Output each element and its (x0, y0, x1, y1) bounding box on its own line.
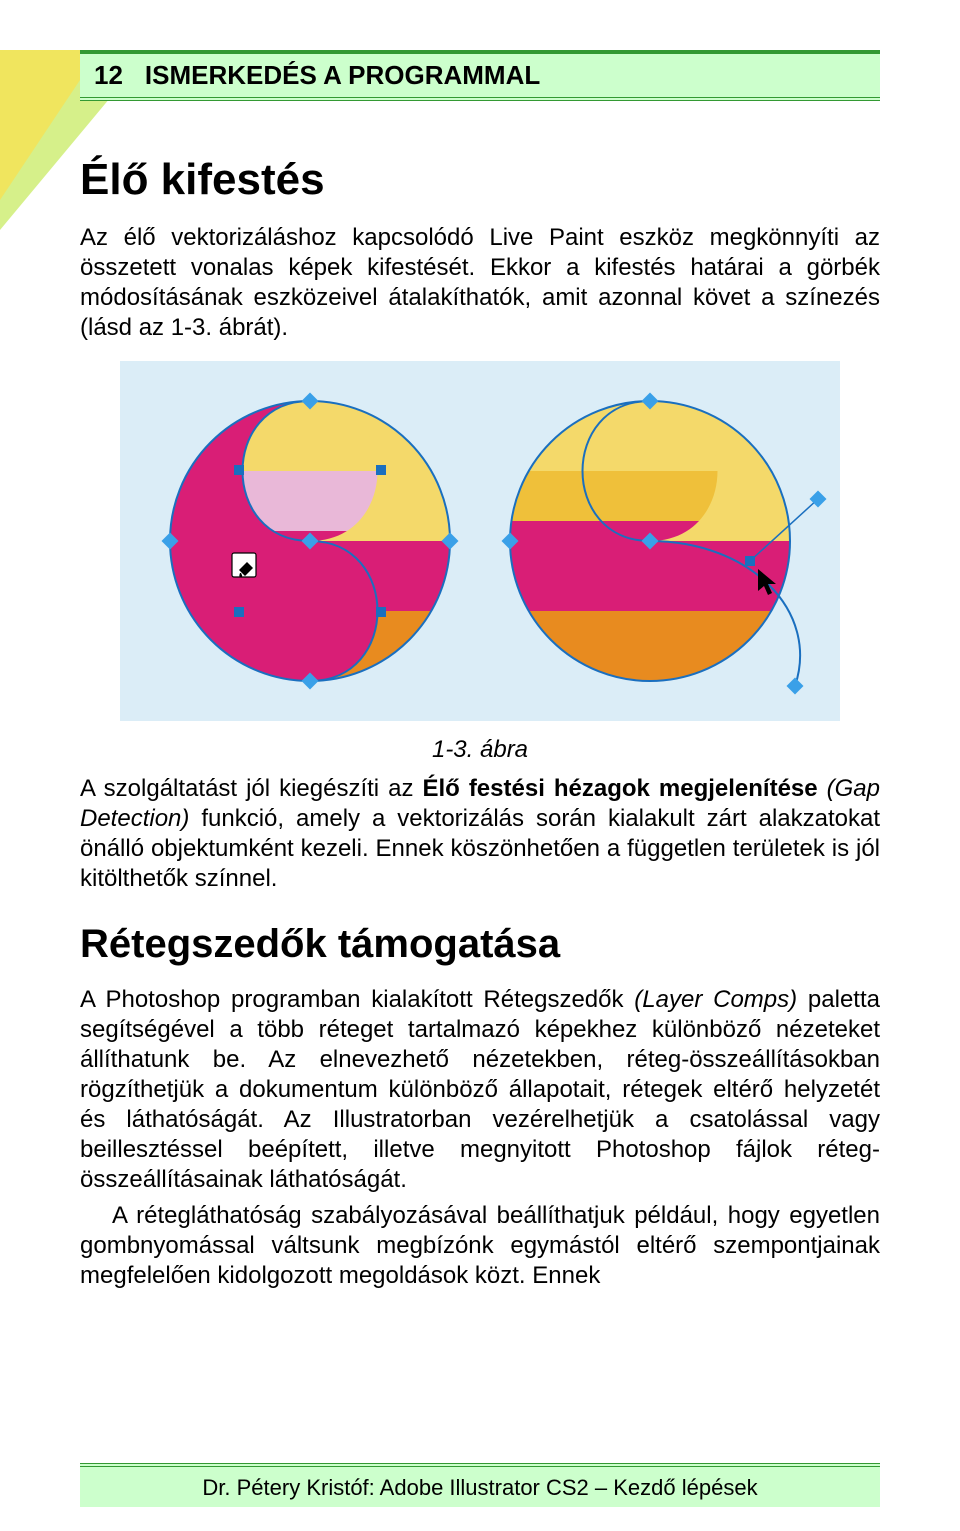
p2-pre: A szolgáltatást jól kiegészíti az (80, 775, 422, 802)
section2-title: Rétegszedők támogatása (80, 922, 880, 967)
page: 12 ISMERKEDÉS A PROGRAMMAL Élő kifestés … (0, 50, 960, 1531)
header-bar: 12 ISMERKEDÉS A PROGRAMMAL (80, 50, 880, 101)
footer-text: Dr. Pétery Kristóf: Adobe Illustrator CS… (202, 1475, 757, 1500)
header-title: ISMERKEDÉS A PROGRAMMAL (145, 60, 540, 91)
p2-post: funkció, amely a vektorizálás során kial… (80, 805, 880, 892)
section1-para1: Az élő vektorizáláshoz kapcsolódó Live P… (80, 223, 880, 343)
page-number: 12 (94, 60, 123, 91)
figure-caption: 1-3. ábra (80, 736, 880, 764)
footer-bar: Dr. Pétery Kristóf: Adobe Illustrator CS… (80, 1463, 880, 1507)
s2p1-post: paletta segítségével a több réteget tart… (80, 986, 880, 1193)
s2p1-pre: A Photoshop programban kialakított Réteg… (80, 986, 634, 1013)
figure-1-3 (80, 361, 880, 726)
p2-bold: Élő festési hézagok megjelenítése (422, 775, 817, 802)
section2-para1: A Photoshop programban kialakított Réteg… (80, 985, 880, 1195)
section2-para2: A rétegláthatóság szabályozásával beállí… (80, 1201, 880, 1291)
s2p1-it: (Layer Comps) (634, 986, 797, 1013)
content: Élő kifestés Az élő vektorizáláshoz kapc… (0, 101, 960, 1291)
section1-title: Élő kifestés (80, 155, 880, 205)
section1-para2: A szolgáltatást jól kiegészíti az Élő fe… (80, 774, 880, 894)
